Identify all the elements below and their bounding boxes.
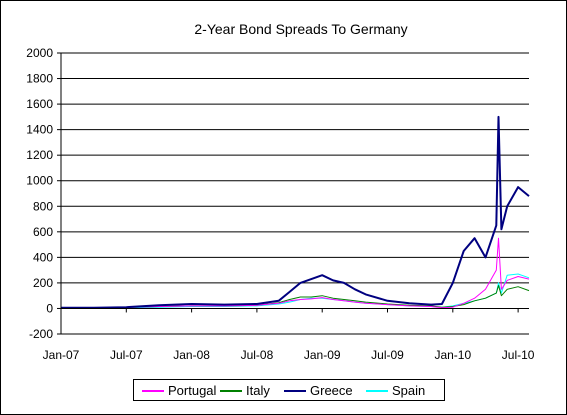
y-tick-label: -200 [29,327,53,341]
x-tick-label: Jan-08 [173,348,210,362]
x-tick-label: Jul-08 [241,348,274,362]
x-tick-label: Jan-09 [304,348,341,362]
y-tick-label: 1000 [26,174,53,188]
legend-label-spain: Spain [392,383,426,398]
legend-item-greece: Greece [284,383,353,399]
y-tick-label: 0 [46,301,53,315]
x-tick-label: Jan-07 [43,348,80,362]
legend-item-italy: Italy [220,383,270,399]
x-tick-label: Jan-10 [434,348,471,362]
series-line-greece [61,115,530,309]
chart-title: 2-Year Bond Spreads To Germany [194,21,407,37]
x-tick-label: Jul-09 [371,348,404,362]
series-line-portugal [61,237,530,309]
x-tick-label: Jul-10 [502,348,535,362]
legend-item-portugal: Portugal [142,383,216,399]
legend-swatch-spain [366,389,388,392]
y-tick-label: 1600 [26,97,53,111]
legend: Portugal Italy Greece Spain [133,379,445,401]
y-tick-label: 1400 [26,123,53,137]
legend-label-greece: Greece [310,383,353,398]
legend-item-spain: Spain [366,383,425,399]
legend-swatch-portugal [142,389,164,392]
y-tick-label: 800 [33,199,53,213]
y-tick-label: 600 [33,225,53,239]
legend-swatch-italy [220,389,242,392]
y-tick-label: 1800 [26,72,53,86]
y-tick-label: 2000 [26,46,53,60]
legend-swatch-greece [284,389,306,392]
y-tick-label: 1200 [26,148,53,162]
x-tick-label: Jul-07 [110,348,143,362]
y-tick-label: 200 [33,276,53,290]
legend-label-italy: Italy [246,383,270,398]
legend-label-portugal: Portugal [168,383,217,398]
series-line-spain [61,273,530,309]
y-tick-label: 400 [33,250,53,264]
